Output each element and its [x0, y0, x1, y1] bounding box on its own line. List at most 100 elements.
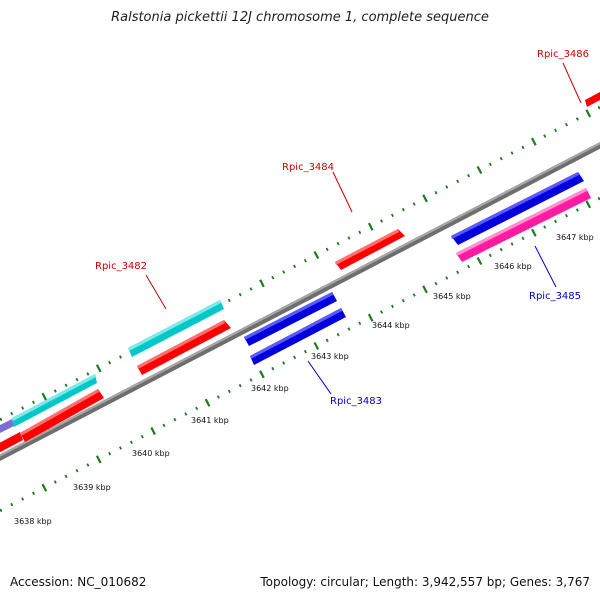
outer-minor-tick: [336, 241, 340, 246]
outer-major-tick: [259, 279, 265, 288]
inner-minor-tick: [434, 281, 438, 286]
feature-red-left[interactable]: [0, 432, 23, 456]
outer-minor-tick: [434, 190, 438, 195]
feature-red-mid-left[interactable]: [20, 389, 104, 442]
inner-minor-tick: [467, 264, 471, 269]
inner-minor-tick: [510, 242, 514, 246]
feature-blue-rpic3483-lower[interactable]: [250, 308, 346, 365]
outer-minor-tick: [445, 185, 449, 189]
inner-minor-tick: [0, 508, 3, 513]
outer-minor-tick: [510, 151, 514, 155]
outer-minor-tick: [325, 247, 329, 252]
outer-minor-tick: [75, 377, 79, 382]
inner-minor-tick: [303, 349, 307, 354]
callout-line-rpic3483: [307, 360, 332, 395]
outer-major-tick: [41, 392, 48, 401]
inner-minor-tick: [499, 247, 503, 252]
inner-minor-tick: [401, 298, 405, 303]
chromosome-backbone: [0, 142, 600, 461]
outer-minor-tick: [412, 202, 416, 206]
inner-minor-tick: [238, 383, 242, 388]
scale-label-3642: 3642 kbp: [251, 384, 289, 393]
gene-label-rpic3483[interactable]: Rpic_3483: [330, 396, 382, 407]
inner-major-tick: [41, 483, 48, 492]
outer-minor-tick: [358, 230, 362, 235]
feature-cyan-rpic3482[interactable]: [128, 300, 224, 357]
callout-line-rpic3486: [562, 62, 582, 104]
inner-minor-tick: [347, 327, 351, 331]
feature-purple-left[interactable]: [0, 419, 14, 437]
outer-minor-tick: [521, 145, 525, 150]
scale-label-3646: 3646 kbp: [494, 262, 532, 271]
outer-minor-tick: [53, 389, 57, 393]
outer-major-tick: [476, 165, 483, 175]
feature-blue-rpic3485-upper[interactable]: [451, 172, 584, 245]
outer-major-tick: [313, 250, 320, 260]
inner-major-tick: [422, 285, 428, 294]
inner-minor-tick: [32, 491, 35, 496]
outer-major-tick: [422, 194, 428, 203]
inner-minor-tick: [293, 355, 297, 360]
inner-minor-tick: [543, 225, 547, 229]
outer-minor-tick: [21, 406, 25, 410]
gene-label-rpic3482[interactable]: Rpic_3482: [95, 261, 147, 272]
outer-minor-tick: [543, 134, 547, 138]
outer-minor-tick: [227, 298, 231, 303]
outer-minor-tick: [575, 117, 579, 121]
gene-label-rpic3484[interactable]: Rpic_3484: [282, 162, 334, 173]
inner-minor-tick: [108, 451, 112, 456]
inner-major-tick: [313, 341, 320, 351]
outer-minor-tick: [0, 417, 3, 422]
inner-minor-tick: [521, 236, 525, 241]
inner-minor-tick: [336, 332, 340, 337]
gene-label-rpic3486[interactable]: Rpic_3486: [537, 49, 589, 60]
outer-major-tick: [95, 364, 102, 373]
outer-major-tick: [367, 222, 374, 231]
scale-label-3647: 3647 kbp: [556, 233, 594, 242]
inner-major-tick: [204, 398, 211, 407]
inner-tick-row: [0, 196, 600, 513]
inner-major-tick: [476, 256, 483, 266]
outer-minor-tick: [86, 372, 90, 376]
inner-minor-tick: [21, 497, 25, 501]
accession-text: Accession: NC_010682: [10, 575, 147, 589]
inner-minor-tick: [173, 417, 177, 422]
feature-red-rpic3484[interactable]: [335, 229, 405, 270]
outer-minor-tick: [293, 264, 297, 269]
inner-minor-tick: [445, 276, 449, 280]
inner-minor-tick: [575, 208, 579, 212]
inner-minor-tick: [64, 474, 68, 479]
outer-minor-tick: [119, 355, 122, 359]
feature-red-rpic3482[interactable]: [137, 320, 231, 375]
outer-minor-tick: [108, 360, 112, 365]
inner-minor-tick: [86, 463, 90, 467]
inner-minor-tick: [119, 446, 122, 450]
outer-minor-tick: [249, 287, 253, 291]
feature-magenta-rpic3485[interactable]: [456, 188, 591, 262]
outer-minor-tick: [271, 275, 275, 280]
outer-minor-tick: [390, 213, 394, 218]
scale-label-3643: 3643 kbp: [311, 352, 349, 361]
outer-minor-tick: [32, 400, 35, 405]
inner-minor-tick: [380, 310, 384, 314]
outer-minor-tick: [380, 219, 384, 223]
inner-minor-tick: [282, 361, 286, 365]
outer-minor-tick: [303, 258, 307, 263]
inner-minor-tick: [184, 412, 188, 416]
feature-blue-rpic3483-upper[interactable]: [244, 292, 337, 346]
outer-minor-tick: [499, 156, 503, 161]
outer-minor-tick: [554, 128, 558, 133]
callout-line-rpic3485: [534, 245, 557, 288]
feature-cyan-left[interactable]: [12, 374, 97, 427]
gene-label-rpic3485[interactable]: Rpic_3485: [529, 291, 581, 302]
feature-red-rpic3486[interactable]: [585, 92, 600, 107]
outer-minor-tick: [10, 411, 14, 416]
inner-major-tick: [150, 426, 156, 436]
outer-minor-tick: [565, 122, 568, 127]
inner-minor-tick: [227, 389, 231, 394]
outer-minor-tick: [282, 270, 286, 274]
outer-major-tick: [531, 137, 537, 146]
inner-minor-tick: [162, 423, 166, 428]
scale-label-3639: 3639 kbp: [73, 483, 111, 492]
